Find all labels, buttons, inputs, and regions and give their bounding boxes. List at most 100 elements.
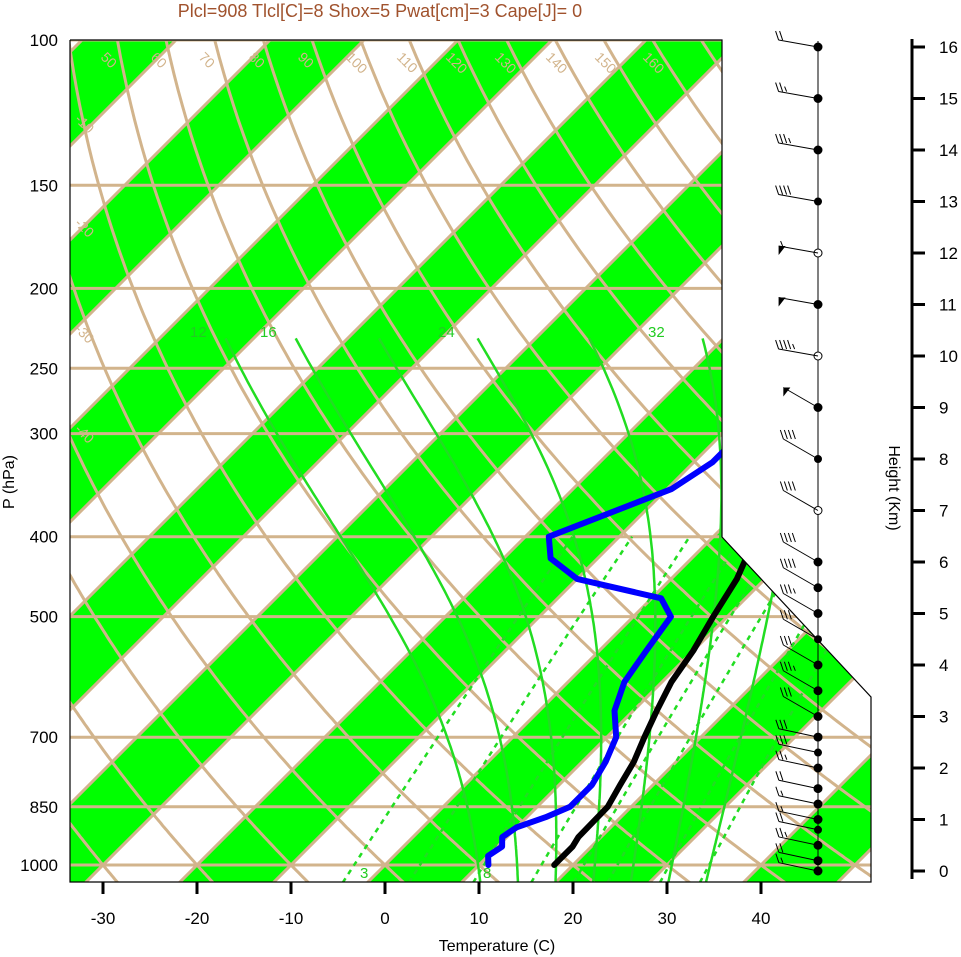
- wind-barb: [783, 593, 819, 614]
- pressure-tick-label: 700: [30, 728, 58, 747]
- wind-barb: [778, 297, 819, 305]
- isotherm: [70, 40, 572, 882]
- isotherm: [70, 40, 290, 882]
- wind-barb-flag: [779, 133, 784, 144]
- green-band: [70, 40, 383, 882]
- dry-adiabat: [70, 40, 500, 882]
- wind-barb-flag: [791, 532, 796, 543]
- dry-adiabat: [400, 40, 871, 882]
- height-tick-label: 15: [939, 90, 958, 109]
- isotherm: [272, 40, 871, 882]
- wind-barb-half: [784, 831, 788, 838]
- pressure-tick-label: 1000: [20, 856, 58, 875]
- wind-barb-flag: [775, 185, 780, 195]
- dry-adiabat-label: 70: [196, 49, 218, 71]
- wind-barb: [783, 618, 819, 640]
- wind-barb-flag: [779, 843, 784, 853]
- wind-barb-flag: [783, 185, 788, 195]
- wind-barb-flag: [775, 750, 780, 760]
- temperature-tick-label: 20: [564, 909, 583, 928]
- wind-barb: [778, 810, 819, 820]
- wind-barb: [783, 696, 819, 717]
- moist-adiabat-label: 24: [438, 324, 455, 341]
- height-tick-label: 16: [939, 38, 958, 57]
- height-tick-label: 4: [939, 656, 948, 675]
- wind-barb-flag: [787, 558, 792, 568]
- wind-barb: [783, 567, 819, 589]
- wind-barb-flag: [779, 185, 784, 195]
- height-tick-label: 10: [939, 347, 958, 366]
- moist-adiabat: [294, 337, 520, 882]
- height-tick-label: 2: [939, 759, 948, 778]
- moist-adiabat-label: 32: [648, 324, 665, 341]
- wind-barb: [778, 142, 819, 151]
- wind-barb-flag: [787, 610, 792, 620]
- wind-barb-flag: [775, 82, 780, 92]
- wind-barb-half: [792, 665, 796, 671]
- wind-barb-flag: [787, 532, 792, 543]
- wind-barb-flag: [783, 610, 788, 620]
- wind-barb: [783, 644, 819, 666]
- wind-barb-flag: [787, 481, 792, 491]
- wind-barb: [778, 348, 819, 357]
- mixing-ratio-line: [572, 536, 781, 882]
- isotherm: [70, 40, 384, 882]
- isotherm: [70, 40, 854, 882]
- height-tick-label: 0: [939, 862, 948, 881]
- dry-adiabat-label: 30: [718, 118, 740, 140]
- wind-barb-flag: [779, 735, 784, 745]
- dry-adiabat: [784, 40, 871, 882]
- wind-barb-flag: [779, 532, 784, 543]
- wind-barb-flag: [783, 558, 788, 568]
- pressure-tick-label: 100: [30, 31, 58, 50]
- wind-barb-flag: [779, 82, 784, 92]
- wind-barb-flag: [787, 339, 792, 350]
- dry-adiabat: [448, 40, 871, 882]
- wind-barb-flag: [783, 339, 788, 350]
- temperature-tick-label: -10: [279, 909, 304, 928]
- wind-barb-flag: [775, 802, 780, 812]
- pressure-axis: 1000 850 700 500 400 300 250 200 150 100: [20, 31, 58, 875]
- wind-barb-flag: [791, 429, 796, 440]
- moist-adiabat: [476, 337, 603, 882]
- temperature-tick-label: -20: [185, 909, 210, 928]
- temperature-tick-label: -30: [91, 909, 116, 928]
- dry-adiabat: [208, 40, 871, 882]
- height-tick-label: 9: [939, 399, 948, 418]
- wind-barb-flag: [775, 719, 780, 729]
- wind-barb-half: [780, 240, 784, 247]
- wind-barb-flag: [783, 429, 788, 440]
- wind-barb-flag: [779, 610, 784, 620]
- mixing-ratio-label: 8: [483, 865, 491, 882]
- moist-adiabat: [377, 337, 558, 882]
- wind-barb: [783, 490, 819, 511]
- dry-adiabat: [70, 40, 310, 882]
- wind-barb-flag: [779, 635, 784, 646]
- wind-barb-half: [780, 857, 784, 863]
- wind-barb: [778, 795, 819, 805]
- height-tick-label: 14: [939, 141, 958, 160]
- mixing-ratio-line: [341, 535, 574, 882]
- height-tick-label: 3: [939, 708, 948, 727]
- moist-adiabat: [588, 337, 657, 882]
- dry-adiabat: [70, 40, 405, 882]
- wind-barb-flag: [779, 812, 784, 822]
- wind-barb-pennant: [783, 387, 791, 397]
- wind-barb-flag: [787, 635, 792, 646]
- wind-barb-flag: [783, 735, 788, 745]
- height-tick-label: 11: [939, 296, 957, 315]
- wind-barb-flag: [775, 853, 780, 863]
- isotherm: [178, 40, 871, 882]
- pressure-tick-label: 500: [30, 608, 58, 627]
- dry-adiabat-label: 140: [543, 49, 571, 77]
- wind-barb-half: [780, 790, 784, 796]
- wind-barb-flag: [783, 481, 788, 491]
- height-tick-label: 5: [939, 605, 948, 624]
- wind-barb: [778, 759, 819, 769]
- wind-barb-flag: [783, 635, 788, 646]
- wind-barb: [783, 387, 819, 408]
- wind-barb-flag: [783, 584, 788, 594]
- pressure-tick-label: 250: [30, 359, 58, 378]
- height-tick-label: 6: [939, 553, 948, 572]
